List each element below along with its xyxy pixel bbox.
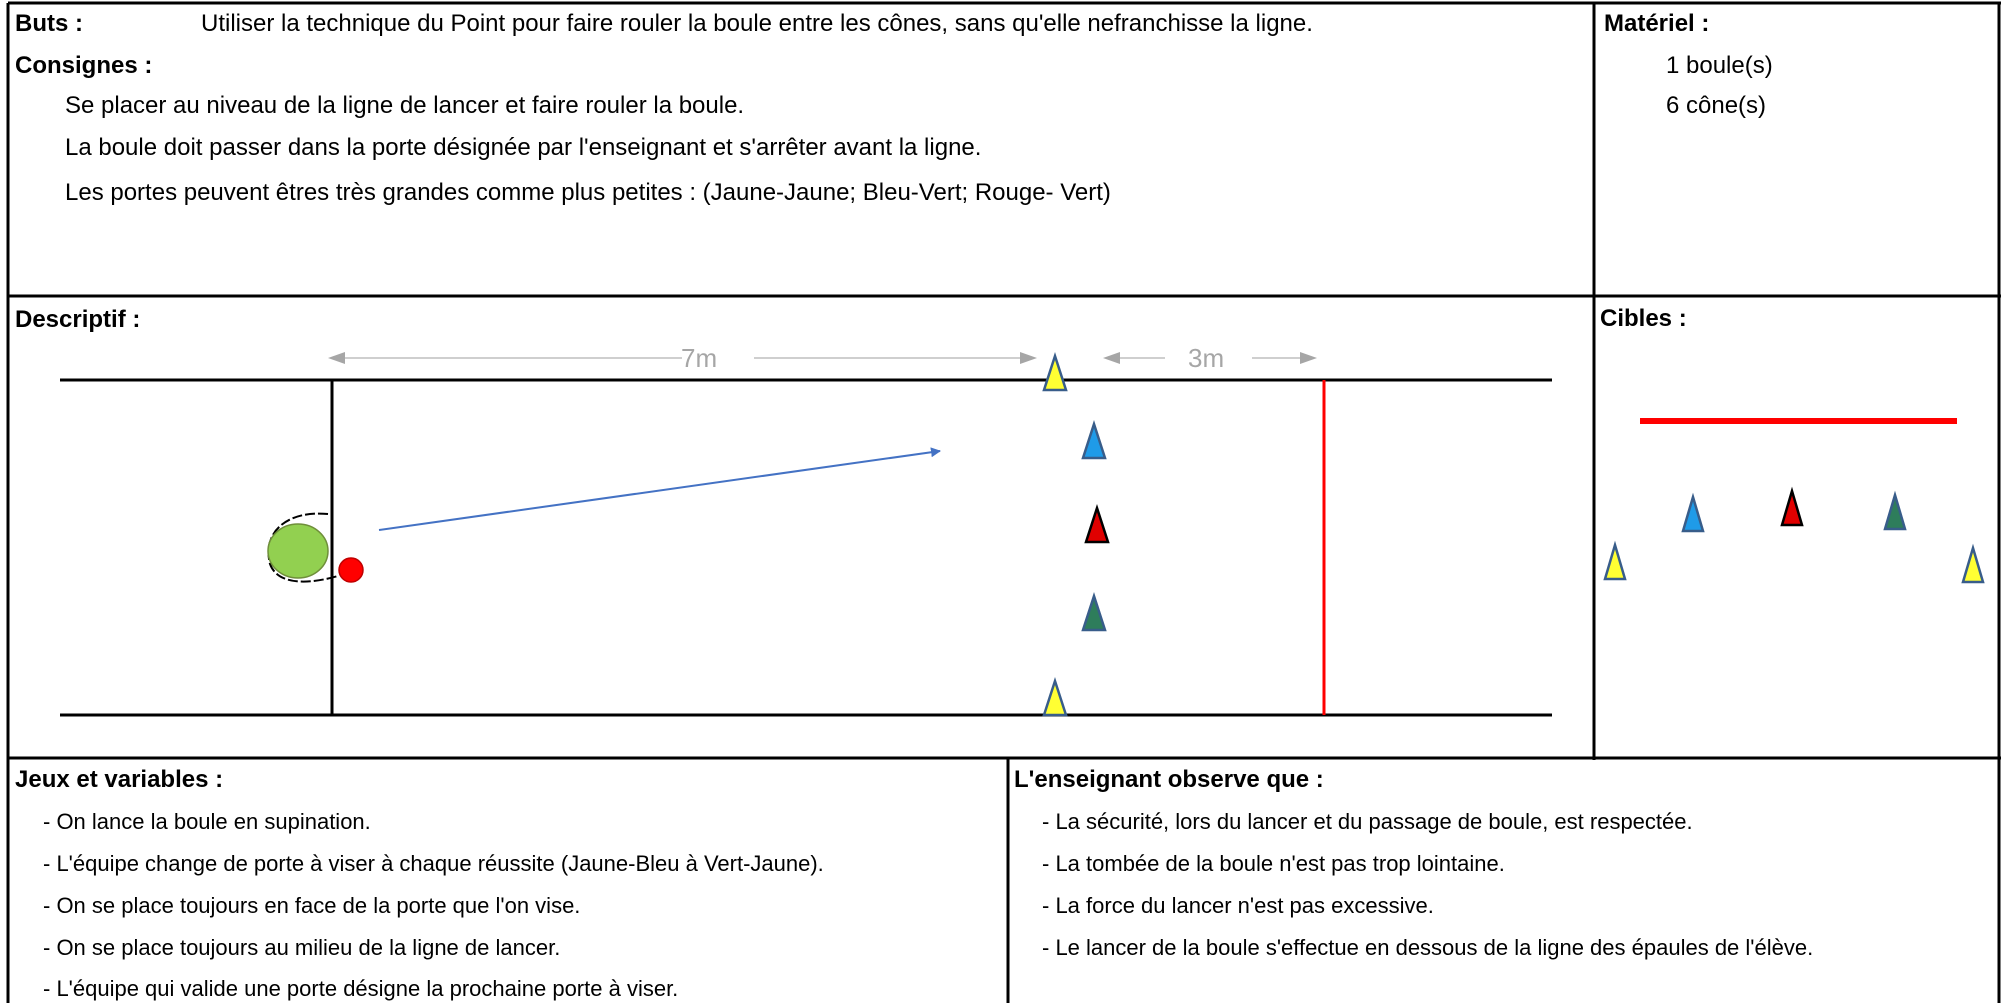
jeux-item: - L'équipe change de porte à viser à cha… (43, 851, 824, 876)
circle-player-icon (267, 512, 339, 583)
buts-text: Utiliser la technique du Point pour fair… (201, 10, 1313, 37)
consigne-item: Les portes peuvent êtres très grandes co… (65, 179, 1111, 206)
jeux-item: - On se place toujours en face de la por… (43, 893, 581, 918)
observe-item: - Le lancer de la boule s'effectue en de… (1042, 935, 1814, 960)
triangle-cone-icon (1042, 351, 1068, 392)
field-diagram (60, 351, 1552, 717)
cibles-diagram (1603, 418, 1985, 584)
jeux-item: - L'équipe qui valide une porte désigne … (43, 976, 679, 1001)
field-lines (60, 378, 1552, 717)
consigne-item: La boule doit passer dans la porte désig… (65, 134, 982, 161)
dimension-arrows (328, 352, 1317, 364)
observe-label: L'enseignant observe que : (1014, 766, 1324, 793)
circle-player-icon (267, 523, 329, 579)
consigne-item: Se placer au niveau de la ligne de lance… (65, 92, 745, 119)
triangle-cone-icon (1603, 540, 1627, 581)
distance-label-3m: 3m (1188, 343, 1225, 373)
cibles-label: Cibles : (1600, 305, 1687, 332)
observe-item: - La sécurité, lors du lancer et du pass… (1042, 809, 1693, 834)
materiel-item: 1 boule(s) (1666, 52, 1773, 79)
observe-item: - La force du lancer n'est pas excessive… (1042, 893, 1434, 918)
descriptif-label: Descriptif : (15, 306, 141, 333)
jeux-item: - On se place toujours au milieu de la l… (43, 935, 561, 960)
triangle-cone-icon (1042, 676, 1068, 717)
triangle-cone-icon (1081, 419, 1107, 460)
materiel-item: 6 cône(s) (1666, 92, 1767, 119)
jeux-label: Jeux et variables : (15, 766, 224, 793)
triangle-cone-icon (1084, 503, 1110, 544)
triangle-cone-icon (1081, 591, 1107, 632)
arrow-icon (378, 447, 941, 531)
consignes-label: Consignes : (15, 52, 153, 79)
observe-item: - La tombée de la boule n'est pas trop l… (1042, 851, 1505, 876)
triangle-cone-icon (1681, 492, 1705, 533)
triangle-cone-icon (1961, 543, 1985, 584)
ball-icon (338, 557, 364, 583)
triangle-cone-icon (1780, 486, 1804, 527)
triangle-cone-icon (1883, 490, 1907, 531)
jeux-item: - On lance la boule en supination. (43, 809, 371, 834)
materiel-label: Matériel : (1604, 10, 1710, 37)
distance-label-7m: 7m (681, 343, 718, 373)
buts-label: Buts : (15, 10, 83, 37)
